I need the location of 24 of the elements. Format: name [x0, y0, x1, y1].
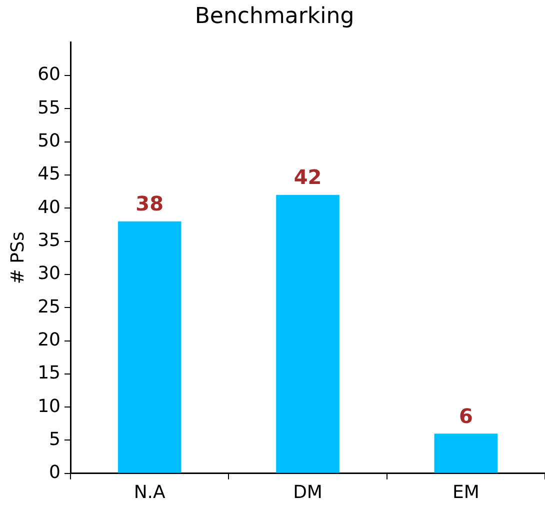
data-label: 38	[136, 192, 164, 216]
y-tick-label: 40	[38, 196, 61, 218]
bar	[434, 434, 498, 473]
y-tick-label: 10	[38, 396, 61, 417]
y-tick-label: 30	[38, 263, 61, 284]
chart-title: Benchmarking	[194, 4, 354, 29]
bar	[276, 194, 340, 473]
bar	[118, 221, 182, 473]
x-tick-label: DM	[293, 482, 322, 503]
y-tick-label: 50	[38, 130, 61, 152]
y-tick-label: 5	[49, 428, 61, 450]
data-label: 42	[294, 165, 322, 190]
y-tick-label: 20	[38, 329, 61, 350]
data-label: 6	[458, 404, 473, 428]
y-tick-label: 15	[38, 362, 61, 384]
y-tick-label: 35	[38, 230, 61, 251]
y-tick-label: 25	[38, 296, 61, 318]
y-tick-label: 55	[38, 97, 61, 118]
y-tick-label: 45	[38, 164, 61, 185]
x-tick-label: N.A	[134, 482, 166, 503]
y-axis-title: # PSs	[7, 232, 28, 284]
y-tick-label: 60	[38, 64, 61, 86]
x-tick-label: EM	[452, 482, 480, 503]
y-tick-label: 0	[49, 462, 61, 484]
